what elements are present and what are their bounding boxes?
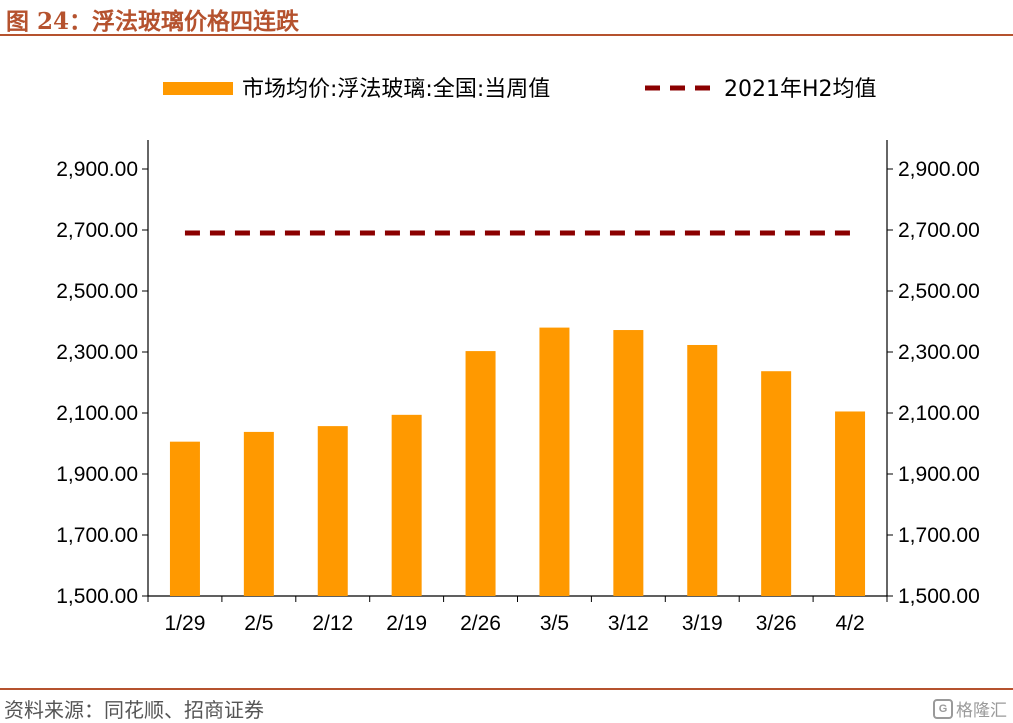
- bar-chart: 市场均价:浮法玻璃:全国:当周值 2021年H2均值 1,500.00 1,700…: [56, 77, 980, 635]
- y-tick-label-left: 1,900.00: [56, 463, 138, 486]
- title-rule: [0, 34, 1013, 36]
- legend-bar-label: 市场均价:浮法玻璃:全国:当周值: [242, 77, 550, 102]
- y-tick-label-left: 2,300.00: [56, 341, 138, 364]
- y-tick-label-right: 1,500.00: [898, 585, 980, 608]
- watermark: G 格隆汇: [933, 696, 1007, 721]
- x-ticks: 1/29 2/5 2/12 2/19 2/26 3/5 3/12 3/19 3/26 4/2: [165, 612, 865, 635]
- x-tick-label: 3/5: [540, 612, 569, 635]
- bar: [687, 344, 718, 596]
- bar: [613, 330, 644, 596]
- bar: [835, 411, 866, 596]
- x-tick-label: 1/29: [165, 612, 206, 635]
- x-tick-label: 2/19: [386, 612, 427, 635]
- y-tick-label-left: 2,100.00: [56, 402, 138, 425]
- legend-bar-swatch: [163, 82, 233, 95]
- y-tick-label-left: 2,500.00: [56, 280, 138, 303]
- y-tick-label-left: 1,700.00: [56, 524, 138, 547]
- y-tick-label-left: 2,900.00: [56, 158, 138, 181]
- source-rule: [0, 688, 1013, 690]
- watermark-text: 格隆汇: [956, 701, 1007, 720]
- y-tick-label-right: 2,500.00: [898, 280, 980, 303]
- source-note: 资料来源：同花顺、招商证券: [4, 694, 264, 723]
- bar: [465, 351, 496, 596]
- y-tick-label-right: 2,100.00: [898, 402, 980, 425]
- x-tick-label: 4/2: [835, 612, 864, 635]
- x-tick-label: 3/12: [608, 612, 649, 635]
- bar: [761, 371, 792, 596]
- y-tick-label-left: 1,500.00: [56, 585, 138, 608]
- y-tick-label-right: 1,900.00: [898, 463, 980, 486]
- source-text: 资料来源：同花顺、招商证券: [4, 698, 264, 722]
- y-tick-label-left: 2,700.00: [56, 219, 138, 242]
- legend: 市场均价:浮法玻璃:全国:当周值 2021年H2均值: [163, 77, 877, 102]
- y-tick-label-right: 2,300.00: [898, 341, 980, 364]
- bar: [243, 431, 274, 596]
- x-tick-label: 3/19: [682, 612, 723, 635]
- y-tick-label-right: 2,900.00: [898, 158, 980, 181]
- bar: [317, 426, 348, 596]
- legend-line-label: 2021年H2均值: [724, 77, 877, 102]
- y-ticks-right: 1,500.00 1,700.00 1,900.00 2,100.00 2,300.00…: [887, 158, 980, 608]
- x-tick-label: 2/26: [460, 612, 501, 635]
- figure-title-text: 图 24：浮法玻璃价格四连跌: [6, 8, 300, 35]
- y-tick-label-right: 1,700.00: [898, 524, 980, 547]
- watermark-logo-icon: G: [933, 698, 953, 719]
- y-tick-label-right: 2,700.00: [898, 219, 980, 242]
- figure-title: 图 24：浮法玻璃价格四连跌: [6, 2, 299, 36]
- bar: [391, 414, 422, 596]
- bar: [169, 441, 200, 596]
- x-tick-label: 2/5: [244, 612, 273, 635]
- bars: [169, 327, 866, 596]
- bar: [539, 327, 570, 596]
- x-tick-label: 2/12: [312, 612, 353, 635]
- x-tick-label: 3/26: [756, 612, 797, 635]
- y-ticks-left: 1,500.00 1,700.00 1,900.00 2,100.00 2,300.00…: [56, 158, 148, 608]
